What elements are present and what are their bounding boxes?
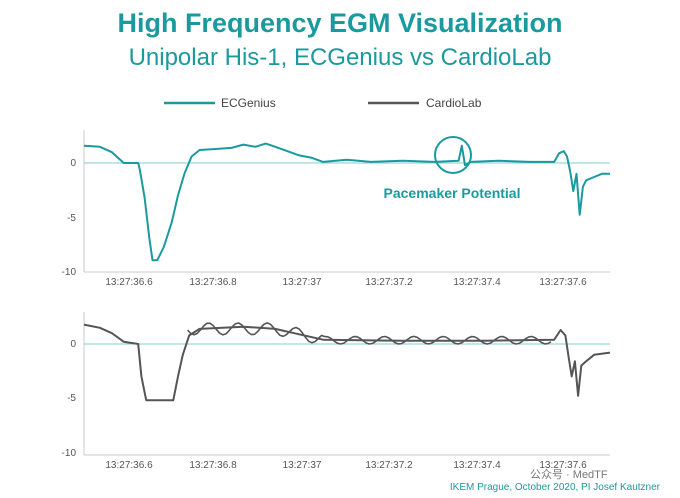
panel-bottom-xtick-5: 13:27:37.4 — [453, 460, 501, 471]
watermark-text: 公众号 · MedTF — [530, 469, 608, 481]
panel-bottom-xtick-6: 13:27:37.6 — [539, 460, 587, 471]
panel-top-xtick-5: 13:27:37.4 — [453, 277, 501, 288]
panel-top-ytick-5: -5 — [67, 213, 76, 224]
legend-ecgenius-label: ECGenius — [221, 96, 276, 110]
pacemaker-potential-label: Pacemaker Potential — [384, 185, 521, 201]
legend: ECGenius CardioLab — [164, 96, 482, 110]
cardiolab-series-ripple — [187, 322, 552, 345]
panel-bottom-ytick-5: -5 — [67, 393, 76, 404]
panel-bottom-xtick-2: 13:27:36.8 — [189, 460, 237, 471]
panel-top-ytick-0: 0 — [70, 158, 76, 169]
panel-top-xtick-1: 13:27:36.6 — [105, 277, 153, 288]
panel-bottom-frame: 0 -5 -10 13:27:36.6 13:27:36.8 13:27:37 … — [62, 312, 610, 471]
cardiolab-series-line — [83, 323, 611, 402]
panel-bottom-ytick-10: -10 — [62, 448, 77, 459]
ecgenius-series-line — [83, 142, 610, 262]
legend-cardiolab-label: CardioLab — [426, 96, 482, 110]
panel-bottom-ytick-0: 0 — [70, 339, 76, 350]
panel-top-ytick-10: -10 — [62, 267, 77, 278]
panel-bottom-xtick-4: 13:27:37.2 — [365, 460, 413, 471]
panel-top-xtick-6: 13:27:37.6 — [539, 277, 587, 288]
panel-bottom-xtick-1: 13:27:36.6 — [105, 460, 153, 471]
pacemaker-potential-circle — [434, 136, 472, 174]
panel-top-xtick-2: 13:27:36.8 — [189, 277, 237, 288]
panel-top-frame: 0 -5 -10 13:27:36.6 13:27:36.8 13:27:37 … — [62, 130, 610, 288]
panel-top-xtick-3: 13:27:37 — [283, 277, 322, 288]
panel-top-xtick-4: 13:27:37.2 — [365, 277, 413, 288]
chart-subtitle: Unipolar His-1, ECGenius vs CardioLab — [128, 44, 552, 71]
footer-credit: IKEM Prague, October 2020, PI Josef Kaut… — [449, 482, 660, 493]
panel-bottom-xtick-3: 13:27:37 — [283, 460, 322, 471]
chart-title: High Frequency EGM Visualization — [117, 8, 563, 38]
